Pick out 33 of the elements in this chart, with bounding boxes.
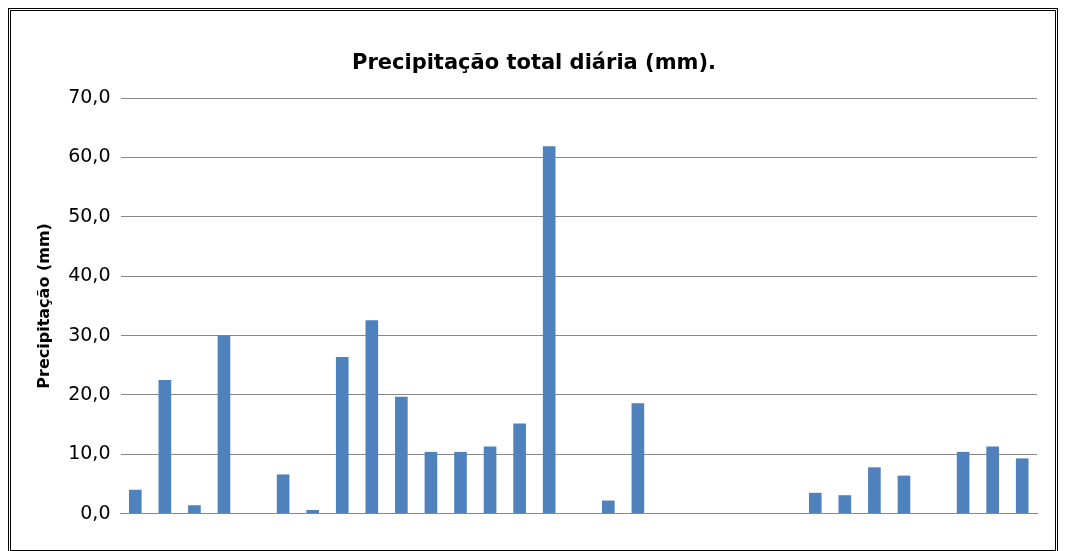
bar xyxy=(897,475,911,514)
y-axis-title: Precipitação (mm) xyxy=(33,223,53,389)
bar xyxy=(602,500,615,514)
bar xyxy=(956,451,970,514)
chart-title: Precipitação total diária (mm). xyxy=(352,50,716,75)
y-tick-label: 20,0 xyxy=(68,381,111,404)
bar xyxy=(365,320,379,514)
bar xyxy=(306,510,319,514)
bar xyxy=(838,495,852,514)
bar xyxy=(454,451,467,514)
bar xyxy=(424,451,438,514)
bar xyxy=(513,423,526,514)
bar xyxy=(335,356,349,514)
bar xyxy=(542,146,556,514)
y-tick-label: 70,0 xyxy=(68,85,111,108)
y-tick-label: 50,0 xyxy=(68,203,111,226)
bar xyxy=(395,396,408,514)
bar xyxy=(276,474,290,514)
y-tick-label: 60,0 xyxy=(68,144,111,167)
bar xyxy=(868,467,881,514)
bar xyxy=(986,446,999,514)
y-tick-label: 10,0 xyxy=(68,441,111,464)
bar xyxy=(808,492,822,514)
bar xyxy=(631,403,645,514)
bar xyxy=(128,489,142,514)
bar xyxy=(483,446,497,514)
y-tick-label: 30,0 xyxy=(68,322,111,345)
bar xyxy=(217,335,231,514)
bar xyxy=(188,505,201,514)
y-tick-label: 0,0 xyxy=(80,500,111,523)
y-tick-label: 40,0 xyxy=(68,263,111,286)
bar xyxy=(158,380,172,514)
bar xyxy=(1015,458,1029,514)
